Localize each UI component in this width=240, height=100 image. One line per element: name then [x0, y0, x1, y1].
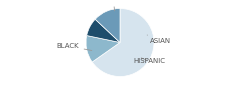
Wedge shape [86, 36, 120, 62]
Wedge shape [95, 8, 120, 42]
Wedge shape [92, 8, 154, 76]
Text: HISPANIC: HISPANIC [133, 58, 165, 64]
Text: WHITE: WHITE [102, 0, 125, 11]
Text: BLACK: BLACK [56, 43, 92, 50]
Text: ASIAN: ASIAN [147, 35, 171, 44]
Wedge shape [87, 19, 120, 42]
